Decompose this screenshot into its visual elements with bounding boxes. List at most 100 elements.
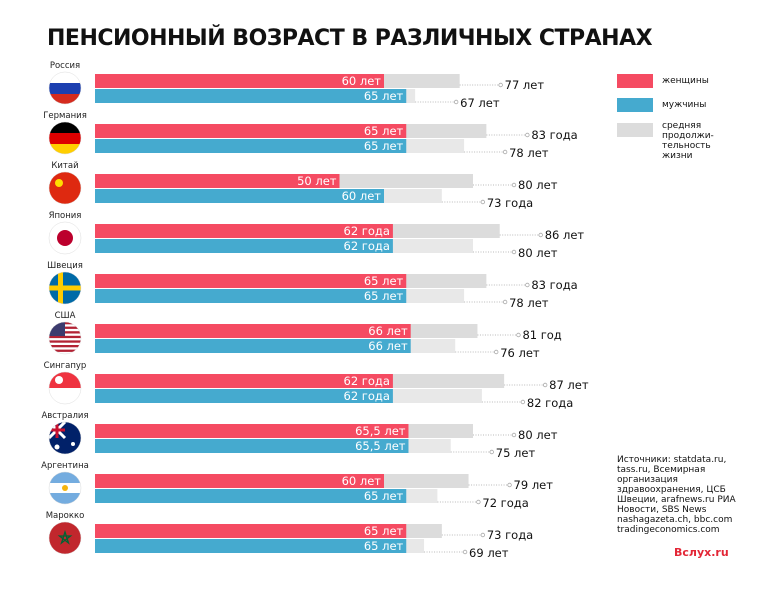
country-label: Аргентина	[41, 461, 89, 471]
china-flag-icon	[49, 172, 81, 204]
sources: Источники: statdata.ru, tass.ru, Всемирн…	[617, 455, 736, 535]
life-expectancy-label: 75 лет	[496, 446, 536, 460]
legend-swatch-women	[617, 74, 653, 88]
life-expectancy-label: 83 года	[531, 128, 577, 142]
women-retirement-bar	[95, 474, 384, 488]
life-expectancy-label: 80 лет	[518, 246, 558, 260]
leader-dot	[525, 282, 530, 288]
women-retirement-bar	[95, 224, 393, 238]
retirement-age-label: 60 лет	[342, 74, 382, 88]
country-row: Китай 80 лет 73 года 50 лет 60 лет	[48, 161, 558, 210]
retirement-age-label: 62 года	[344, 224, 390, 238]
men-retirement-bar	[95, 389, 393, 403]
life-expectancy-label: 81 год	[522, 328, 561, 342]
men-retirement-bar	[95, 89, 407, 103]
women-retirement-bar	[95, 124, 407, 138]
retirement-age-label: 65 лет	[364, 289, 404, 303]
leader-dot	[516, 332, 521, 338]
life-expectancy-label: 80 лет	[518, 178, 558, 192]
country-label: Россия	[50, 61, 80, 71]
women-retirement-bar	[95, 524, 407, 538]
legend-swatch-life	[617, 123, 653, 137]
country-label: Китай	[51, 161, 78, 171]
retirement-age-label: 65 лет	[364, 539, 404, 553]
leader-dot	[462, 549, 468, 555]
women-retirement-bar	[95, 74, 384, 88]
life-expectancy-label: 78 лет	[509, 296, 549, 310]
retirement-age-label: 50 лет	[297, 174, 337, 188]
legend-swatch-men	[617, 98, 653, 112]
australia-flag-icon	[49, 422, 81, 454]
men-retirement-bar	[95, 489, 407, 503]
leader-dot	[502, 149, 508, 155]
life-expectancy-label: 82 года	[527, 396, 573, 410]
life-expectancy-label: 78 лет	[509, 146, 549, 160]
leader-dot	[494, 349, 499, 355]
leader-dot	[507, 482, 512, 488]
country-label: Сингапур	[44, 361, 87, 371]
leader-dot	[520, 399, 526, 405]
country-label: Австралия	[41, 411, 88, 421]
singapore-flag-icon	[49, 372, 81, 404]
legend-women: женщины	[662, 76, 709, 86]
retirement-age-label: 65 лет	[364, 524, 404, 538]
country-label: США	[55, 311, 76, 321]
life-expectancy-label: 77 лет	[505, 78, 545, 92]
men-retirement-bar	[95, 539, 407, 553]
men-retirement-bar	[95, 189, 384, 203]
leader-dot	[511, 249, 517, 255]
leader-dot	[525, 132, 530, 138]
leader-dot	[538, 232, 543, 238]
retirement-age-label: 65 лет	[364, 489, 404, 503]
leader-dot	[498, 82, 503, 88]
morocco-flag-icon	[49, 522, 81, 554]
leader-dot	[480, 532, 486, 538]
leader-dot	[502, 299, 508, 305]
life-expectancy-label: 76 лет	[500, 346, 540, 360]
argentina-flag-icon	[49, 472, 81, 504]
japan-flag-icon	[49, 222, 81, 254]
leader-dot	[489, 449, 494, 455]
retirement-age-label: 60 лет	[342, 474, 382, 488]
women-retirement-bar	[95, 174, 340, 188]
retirement-age-label: 65 лет	[364, 89, 404, 103]
women-retirement-bar	[95, 324, 411, 338]
retirement-age-label: 65,5 лет	[355, 439, 406, 453]
retirement-age-label: 62 года	[344, 374, 390, 388]
men-retirement-bar	[95, 139, 407, 153]
life-expectancy-label: 67 лет	[460, 96, 500, 110]
germany-flag-icon	[49, 122, 81, 154]
legend-men: мужчины	[662, 100, 707, 110]
country-label: Германия	[43, 111, 87, 121]
retirement-age-label: 65 лет	[364, 274, 404, 288]
life-expectancy-label: 69 лет	[469, 546, 509, 560]
retirement-age-label: 65,5 лет	[355, 424, 406, 438]
life-expectancy-label: 73 года	[487, 196, 533, 210]
country-label: Марокко	[46, 511, 85, 521]
retirement-age-label: 60 лет	[342, 189, 382, 203]
men-retirement-bar	[95, 289, 407, 303]
country-label: Япония	[49, 211, 82, 221]
sweden-flag-icon	[49, 272, 81, 304]
women-retirement-bar	[95, 424, 409, 438]
leader-dot	[511, 432, 517, 438]
leader-dot	[480, 199, 486, 205]
life-expectancy-label: 72 года	[482, 496, 528, 510]
retirement-age-label: 65 лет	[364, 124, 404, 138]
life-expectancy-label: 79 лет	[514, 478, 554, 492]
retirement-age-label: 62 года	[344, 389, 390, 403]
leader-dot	[542, 382, 548, 388]
leader-dot	[453, 99, 459, 105]
men-retirement-bar	[95, 239, 393, 253]
